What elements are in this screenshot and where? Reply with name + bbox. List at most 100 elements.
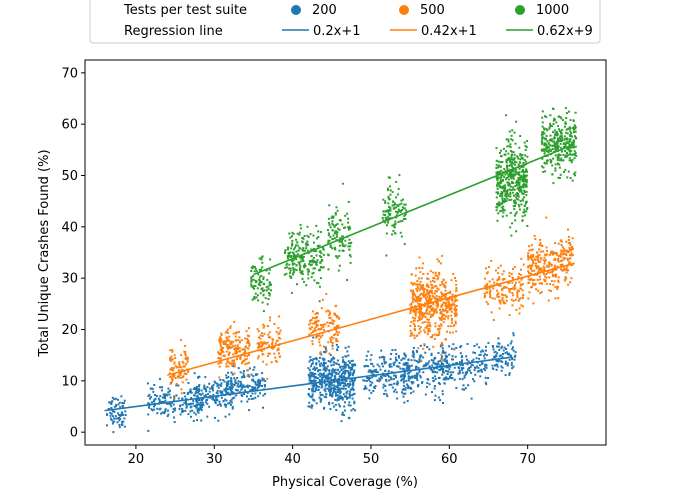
data-point: [416, 300, 419, 303]
data-point: [494, 364, 497, 367]
data-point: [208, 382, 211, 385]
data-point: [518, 272, 521, 275]
data-point: [311, 260, 314, 263]
data-point: [242, 370, 245, 372]
data-point: [447, 363, 450, 366]
data-point: [400, 235, 403, 238]
data-point: [415, 267, 418, 270]
data-point: [407, 379, 410, 382]
data-point: [401, 357, 404, 360]
data-point: [381, 217, 384, 219]
data-point: [401, 378, 404, 381]
data-point: [420, 360, 423, 363]
data-point: [412, 356, 415, 359]
data-point: [514, 281, 517, 284]
data-point: [350, 366, 353, 369]
data-point: [524, 160, 527, 163]
data-point: [180, 366, 182, 369]
data-point: [304, 243, 307, 246]
data-point: [385, 232, 388, 235]
data-point: [337, 396, 340, 399]
data-point: [536, 279, 539, 281]
data-point: [500, 347, 503, 350]
data-point: [406, 372, 409, 375]
data-point: [499, 179, 502, 182]
data-point: [327, 376, 330, 379]
data-point: [509, 193, 512, 195]
data-point: [521, 198, 524, 201]
data-point: [418, 328, 421, 330]
data-point: [505, 177, 508, 179]
data-point: [299, 265, 302, 268]
data-point: [541, 165, 543, 168]
data-point: [503, 209, 506, 212]
data-point: [385, 361, 387, 364]
data-point: [252, 378, 255, 381]
data-point: [499, 202, 502, 205]
data-point: [498, 295, 501, 298]
data-point: [187, 382, 190, 385]
data-point: [440, 312, 443, 314]
data-point: [426, 289, 429, 292]
data-point: [453, 378, 456, 381]
data-point: [291, 244, 294, 247]
data-point: [460, 367, 463, 369]
data-point: [510, 361, 513, 364]
data-point: [543, 127, 545, 130]
data-point: [573, 146, 575, 149]
data-point: [496, 294, 499, 297]
data-point: [369, 358, 372, 361]
data-point: [484, 294, 487, 297]
data-point: [561, 128, 564, 131]
data-point: [340, 373, 343, 376]
data-point: [396, 193, 399, 196]
data-point: [316, 259, 319, 262]
data-point: [196, 408, 199, 411]
data-point: [256, 388, 259, 391]
data-point: [511, 358, 514, 361]
data-point: [221, 390, 224, 393]
data-point: [542, 259, 545, 262]
data-point: [556, 139, 559, 142]
data-point: [197, 388, 200, 390]
data-point: [521, 294, 524, 297]
data-point: [322, 253, 325, 256]
x-tick-label: 40: [284, 452, 301, 467]
data-point: [316, 320, 319, 323]
data-point: [220, 382, 223, 385]
data-point: [487, 341, 490, 344]
data-point: [115, 405, 117, 408]
data-point: [447, 317, 450, 320]
data-point: [421, 267, 424, 270]
data-point: [517, 276, 520, 278]
data-point: [545, 127, 548, 130]
data-point: [422, 314, 425, 317]
data-point: [248, 354, 250, 357]
data-point: [417, 361, 420, 364]
data-point: [318, 254, 321, 257]
data-point: [541, 141, 544, 144]
data-point: [485, 383, 488, 386]
data-point: [224, 331, 227, 334]
data-point: [399, 375, 402, 378]
data-point: [414, 310, 417, 313]
data-point: [504, 362, 507, 365]
data-point: [392, 201, 395, 204]
data-point: [439, 262, 442, 265]
data-point: [225, 388, 228, 391]
data-point: [568, 110, 570, 113]
data-point: [514, 173, 517, 176]
data-point: [486, 291, 489, 294]
data-point: [464, 371, 467, 374]
data-point: [563, 267, 566, 270]
data-point: [298, 246, 301, 249]
data-point: [302, 249, 305, 252]
data-point: [317, 385, 320, 388]
data-point: [551, 164, 554, 167]
data-point: [515, 161, 518, 164]
data-point: [513, 285, 516, 288]
data-point: [224, 389, 227, 392]
data-point: [569, 138, 572, 141]
data-point: [261, 377, 264, 380]
data-point: [331, 371, 334, 374]
